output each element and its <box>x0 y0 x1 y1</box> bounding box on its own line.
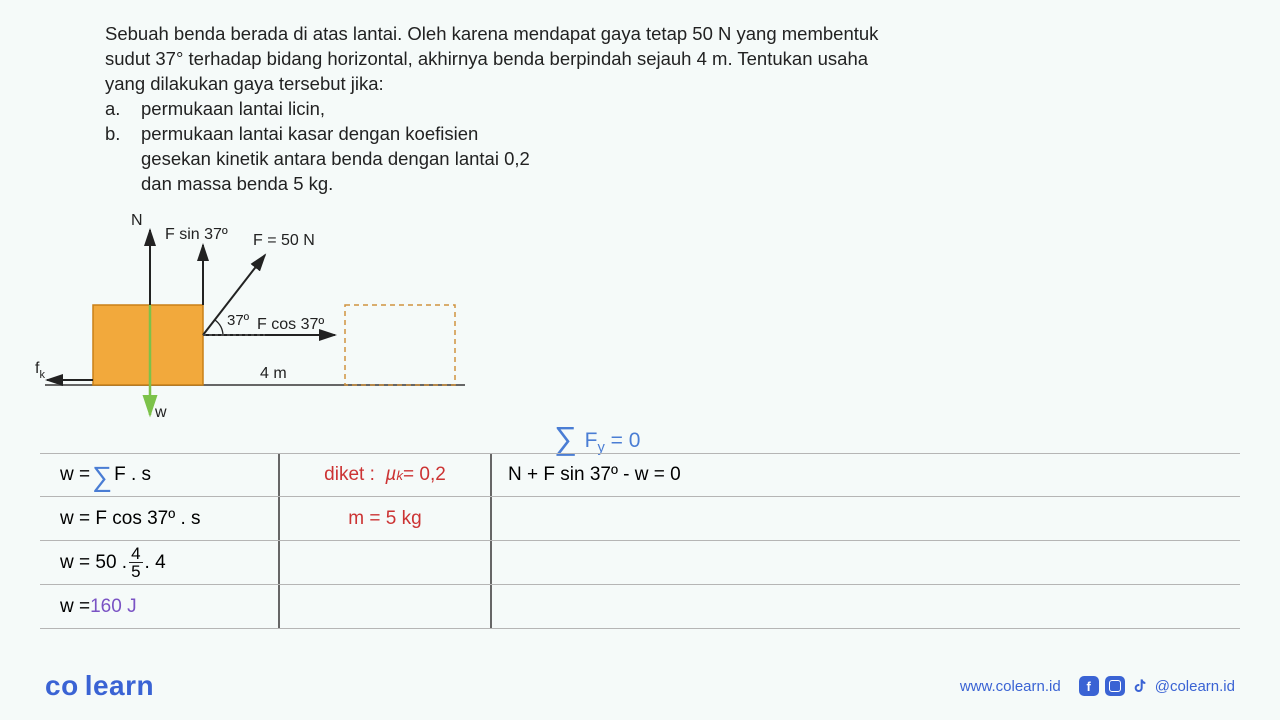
svg-text:F = 50 N: F = 50 N <box>253 232 315 249</box>
option-a-label: a. <box>105 97 141 122</box>
svg-text:F sin 37º: F sin 37º <box>165 226 228 243</box>
eq-w-numeric: w = 50 . 4 5 . 4 <box>40 541 278 584</box>
problem-text: Sebuah benda berada di atas lantai. Oleh… <box>105 22 1105 197</box>
footer-handle: @colearn.id <box>1155 678 1235 695</box>
given-mass: m = 5 kg <box>280 504 490 534</box>
eq-w-result: w = 160 J <box>40 592 278 622</box>
table-row: w = 50 . 4 5 . 4 <box>40 541 1240 585</box>
sum-fy-header: ∑ Fy = 0 <box>552 418 640 456</box>
eq-w-sum-fs: w = ∑ F . s <box>40 455 278 495</box>
footer: colearn www.colearn.id f @colearn.id <box>0 670 1280 702</box>
svg-text:F cos 37º: F cos 37º <box>257 316 324 333</box>
tiktok-icon <box>1131 677 1149 695</box>
instagram-icon <box>1105 676 1125 696</box>
table-row: w = ∑ F . s diket : µk = 0,2 N + F sin 3… <box>40 453 1240 497</box>
eq-w-fcos-s: w = F cos 37º . s <box>40 504 278 534</box>
given-mu: diket : µk = 0,2 <box>280 460 490 490</box>
option-a-text: permukaan lantai licin, <box>141 97 325 122</box>
svg-text:37º: 37º <box>227 312 250 329</box>
svg-text:w: w <box>154 404 167 421</box>
brand-logo: colearn <box>45 670 154 702</box>
problem-line-2: sudut 37° terhadap bidang horizontal, ak… <box>105 47 1105 72</box>
option-b-text3: dan massa benda 5 kg. <box>105 172 1105 197</box>
table-row: w = 160 J <box>40 585 1240 629</box>
problem-line-1: Sebuah benda berada di atas lantai. Oleh… <box>105 22 1105 47</box>
option-b-text: permukaan lantai kasar dengan koefisien <box>141 122 478 147</box>
table-row: w = F cos 37º . s m = 5 kg <box>40 497 1240 541</box>
work-table: w = ∑ F . s diket : µk = 0,2 N + F sin 3… <box>40 453 1240 629</box>
svg-text:4 m: 4 m <box>260 365 287 382</box>
option-b-label: b. <box>105 122 141 147</box>
facebook-icon: f <box>1079 676 1099 696</box>
problem-line-3: yang dilakukan gaya tersebut jika: <box>105 72 1105 97</box>
free-body-diagram: N F sin 37º F = 50 N 37º F cos 37º 4 m f… <box>35 195 505 420</box>
svg-text:fk: fk <box>35 360 45 381</box>
option-b-text2: gesekan kinetik antara benda dengan lant… <box>105 147 1105 172</box>
sigma-icon: ∑ <box>554 420 577 456</box>
svg-text:N: N <box>131 212 143 229</box>
sigma-icon: ∑ <box>92 461 112 493</box>
eq-normal-balance: N + F sin 37º - w = 0 <box>492 460 1240 490</box>
footer-url: www.colearn.id <box>960 678 1061 695</box>
